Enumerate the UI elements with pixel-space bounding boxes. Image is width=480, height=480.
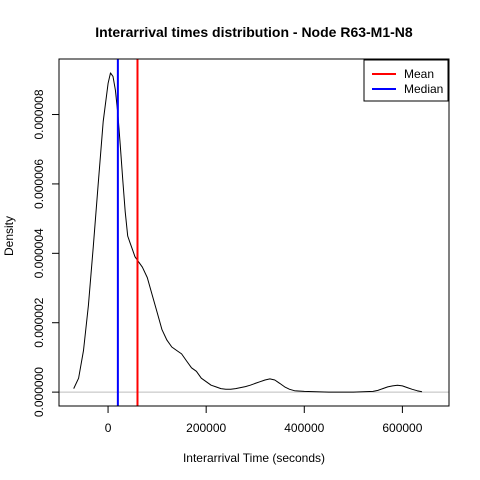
plot-box bbox=[58, 58, 450, 407]
x-tick-label: 400000 bbox=[284, 421, 324, 435]
legend-label: Mean bbox=[404, 67, 434, 81]
density-curve bbox=[73, 72, 423, 393]
y-tick-label: 0.000008 bbox=[32, 89, 46, 139]
y-axis-ticks: 0.000000 0.000002 0.000004 0.000006 0.000008 bbox=[32, 89, 59, 417]
legend-label: Median bbox=[404, 82, 443, 96]
x-axis-label: Interarrival Time (seconds) bbox=[183, 451, 325, 465]
plot-marks bbox=[59, 59, 449, 406]
chart-title: Interarrival times distribution - Node R… bbox=[95, 24, 413, 40]
x-tick-label: 0 bbox=[105, 421, 112, 435]
y-tick-label: 0.000006 bbox=[32, 159, 46, 209]
y-tick-label: 0.000002 bbox=[32, 297, 46, 347]
legend-box bbox=[363, 59, 449, 102]
y-axis-label: Density bbox=[2, 216, 16, 256]
x-tick-label: 200000 bbox=[186, 421, 226, 435]
x-tick-label: 600000 bbox=[382, 421, 422, 435]
x-axis-ticks: 0 200000 400000 600000 bbox=[105, 406, 423, 435]
y-tick-label: 0.000000 bbox=[32, 367, 46, 417]
y-tick-label: 0.000004 bbox=[32, 228, 46, 278]
